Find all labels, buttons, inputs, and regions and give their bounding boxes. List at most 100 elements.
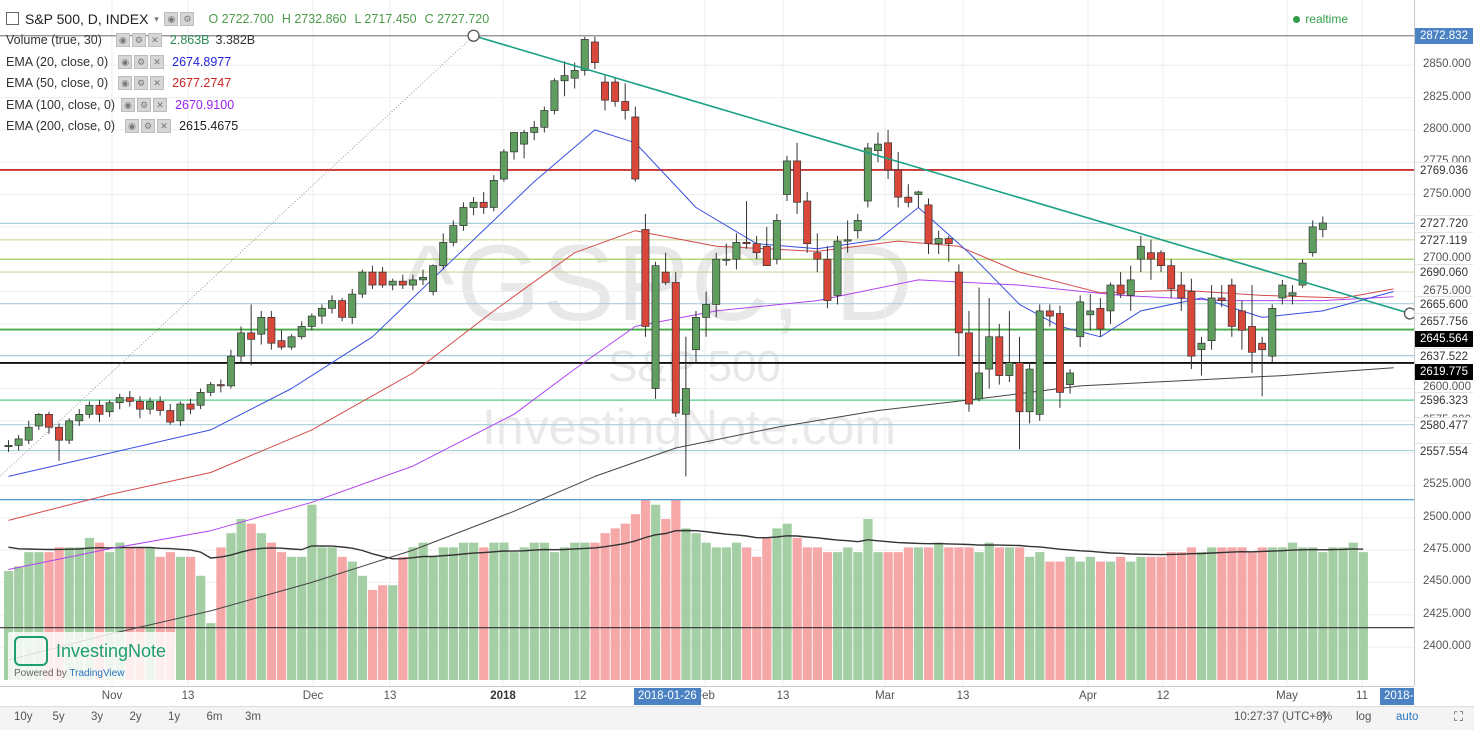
visibility-icon[interactable]: ◉ [115, 33, 130, 48]
time-tick-label: Mar [875, 690, 895, 702]
volume-bar [206, 623, 216, 680]
timeframe-button[interactable]: 3m [245, 711, 261, 723]
visibility-icon[interactable]: ◉ [118, 54, 133, 69]
log-toggle[interactable]: log [1356, 711, 1372, 723]
price-chart[interactable] [0, 0, 1414, 686]
fullscreen-icon[interactable]: ⛶ [1454, 709, 1464, 724]
close-icon[interactable]: ✕ [153, 97, 168, 112]
candle-body [439, 242, 448, 267]
candle-body [1086, 310, 1095, 316]
investingnote-branding[interactable]: InvestingNote Powered by TradingView [8, 632, 176, 682]
price-level-tag: 2637.522 [1415, 347, 1473, 364]
close-icon[interactable]: ✕ [147, 33, 162, 48]
volume-bar [549, 552, 560, 680]
percent-toggle[interactable]: % [1322, 711, 1333, 723]
timeframe-button[interactable]: 2y [129, 711, 142, 723]
volume-bar [54, 547, 64, 680]
candle-body [429, 265, 438, 292]
candle-body [328, 300, 336, 309]
candle-body [904, 196, 913, 203]
timeframe-button[interactable]: 6m [206, 711, 223, 723]
candle-body [499, 151, 508, 180]
time-tick-label: 2018 [490, 690, 516, 702]
candle-body [752, 243, 761, 254]
close-icon[interactable]: ✕ [150, 54, 165, 69]
price-tick-label: 2850.000 [1423, 58, 1471, 71]
trendline-handle [1403, 307, 1414, 320]
time-cursor-label: 2018-01-26 [634, 688, 701, 705]
settings-icon[interactable]: ⚙ [137, 97, 152, 112]
volume-bar [671, 500, 681, 680]
volume-bar [711, 547, 721, 680]
volume-bar [964, 547, 974, 680]
collapse-icon[interactable] [6, 12, 19, 26]
ohlc-close: C 2727.720 [424, 11, 490, 26]
candle-body [338, 300, 347, 318]
candle-body [783, 160, 791, 195]
candle-body [348, 293, 357, 318]
volume-bar [44, 552, 54, 680]
candle-body [176, 403, 185, 422]
volume-bar [276, 552, 287, 680]
volume-bar [398, 556, 408, 680]
volume-bar [651, 504, 661, 680]
price-tick-label: 2600.000 [1423, 381, 1471, 394]
visibility-icon[interactable]: ◉ [125, 119, 140, 134]
candle-body [1217, 297, 1226, 301]
time-tick-label: 12 [573, 690, 587, 702]
volume-bar [1207, 547, 1217, 680]
volume-bar [115, 542, 125, 680]
candle-body [843, 239, 852, 242]
candle-body [105, 402, 114, 413]
candle-body [388, 280, 397, 286]
volume-bar [752, 556, 762, 680]
auto-toggle[interactable]: auto [1396, 711, 1419, 723]
visibility-icon[interactable]: ◉ [121, 97, 136, 112]
candle-body [1096, 307, 1105, 330]
timeframe-button[interactable]: 3y [91, 711, 104, 723]
chart-area[interactable]: ^GSPC, D S&P 500 InvestingNote.com S&P 5… [0, 0, 1414, 686]
time-axis[interactable]: Nov 13 Dec 13 2018 12 Feb 13 Mar 13 Apr 12 May 11 201… [0, 686, 1414, 719]
ohlc-open: O 2722.700 [208, 11, 274, 26]
close-icon[interactable]: ✕ [150, 76, 165, 91]
candle-body [611, 81, 620, 102]
candle-body [297, 326, 306, 338]
settings-icon[interactable]: ⚙ [134, 54, 149, 69]
volume-bar [1267, 547, 1277, 680]
settings-icon[interactable]: ⚙ [134, 76, 149, 91]
candle-body [661, 271, 670, 283]
settings-icon[interactable]: ⚙ [131, 33, 146, 48]
candle-body [621, 101, 630, 111]
settings-icon[interactable]: ⚙ [180, 11, 195, 26]
candle-body [398, 280, 407, 286]
candle-body [631, 116, 640, 180]
volume-bar [640, 500, 651, 680]
volume-bar [863, 518, 873, 680]
candle-body [1126, 279, 1135, 296]
watermark-name: S&P 500 [608, 342, 781, 391]
chevron-down-icon[interactable]: ▾ [154, 13, 159, 24]
visibility-icon[interactable]: ◉ [164, 11, 179, 26]
candle-body [14, 438, 23, 446]
indicator-name: EMA (50, close, 0) [6, 76, 109, 91]
volume-bar [408, 547, 418, 680]
timeframe-button[interactable]: 5y [52, 711, 65, 723]
candle-body [186, 403, 195, 410]
candle-body [1045, 310, 1054, 317]
volume-bar [469, 542, 479, 680]
time-tick-label: Apr [1079, 690, 1097, 702]
candle-body [732, 242, 741, 260]
candle-body [358, 271, 367, 295]
timeframe-button[interactable]: 10y [14, 711, 33, 723]
candle-body [712, 258, 721, 305]
symbol-title: S&P 500, D, INDEX [25, 10, 149, 27]
close-icon[interactable]: ✕ [157, 119, 172, 134]
visibility-icon[interactable]: ◉ [118, 76, 133, 91]
price-scale[interactable]: 2850.0002825.0002800.0002775.0002750.000… [1414, 0, 1474, 686]
candle-body [853, 220, 862, 232]
settings-icon[interactable]: ⚙ [141, 119, 156, 134]
price-level-tag: 2769.036 [1415, 161, 1473, 178]
timeframe-button[interactable]: 1y [168, 711, 181, 723]
indicator-name: Volume (true, 30) [6, 33, 102, 48]
volume-bar [1358, 552, 1368, 680]
